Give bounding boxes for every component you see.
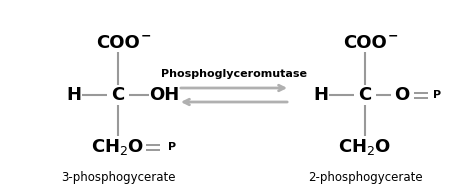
- Text: CH$_2$O: CH$_2$O: [91, 137, 145, 157]
- Text: P: P: [433, 90, 441, 100]
- Text: H: H: [313, 86, 328, 104]
- Text: 3-phosphogycerate: 3-phosphogycerate: [61, 172, 175, 185]
- Text: CH$_2$O: CH$_2$O: [338, 137, 392, 157]
- Text: O: O: [394, 86, 410, 104]
- Text: Phosphoglyceromutase: Phosphoglyceromutase: [161, 69, 307, 79]
- Text: C: C: [111, 86, 125, 104]
- Text: 2-phosphogycerate: 2-phosphogycerate: [308, 172, 422, 185]
- Text: P: P: [168, 142, 176, 152]
- Text: H: H: [66, 86, 82, 104]
- Text: $\mathbf{-}$: $\mathbf{-}$: [387, 28, 398, 41]
- Text: OH: OH: [149, 86, 179, 104]
- Text: COO: COO: [343, 34, 387, 52]
- Text: C: C: [358, 86, 372, 104]
- Text: COO: COO: [96, 34, 140, 52]
- Text: $\mathbf{-}$: $\mathbf{-}$: [140, 28, 151, 41]
